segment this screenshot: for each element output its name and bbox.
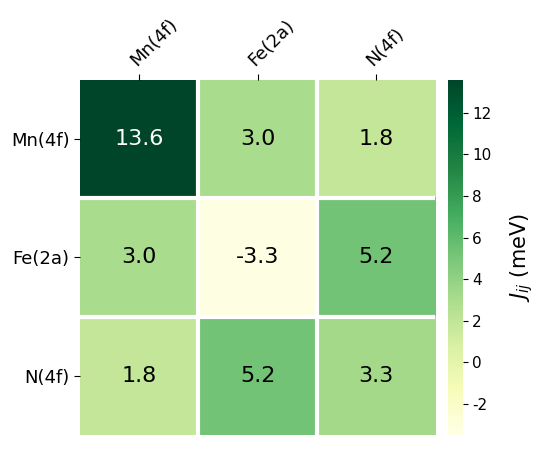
Text: -3.3: -3.3 bbox=[236, 248, 279, 267]
Text: 3.3: 3.3 bbox=[359, 366, 394, 386]
Text: 1.8: 1.8 bbox=[122, 366, 157, 386]
Text: 5.2: 5.2 bbox=[359, 248, 394, 267]
Y-axis label: $J_{ij}$ (meV): $J_{ij}$ (meV) bbox=[508, 213, 535, 302]
Text: 3.0: 3.0 bbox=[122, 248, 157, 267]
Text: 5.2: 5.2 bbox=[240, 366, 276, 386]
Text: 13.6: 13.6 bbox=[114, 129, 164, 149]
Text: 3.0: 3.0 bbox=[240, 129, 276, 149]
Text: 1.8: 1.8 bbox=[359, 129, 394, 149]
